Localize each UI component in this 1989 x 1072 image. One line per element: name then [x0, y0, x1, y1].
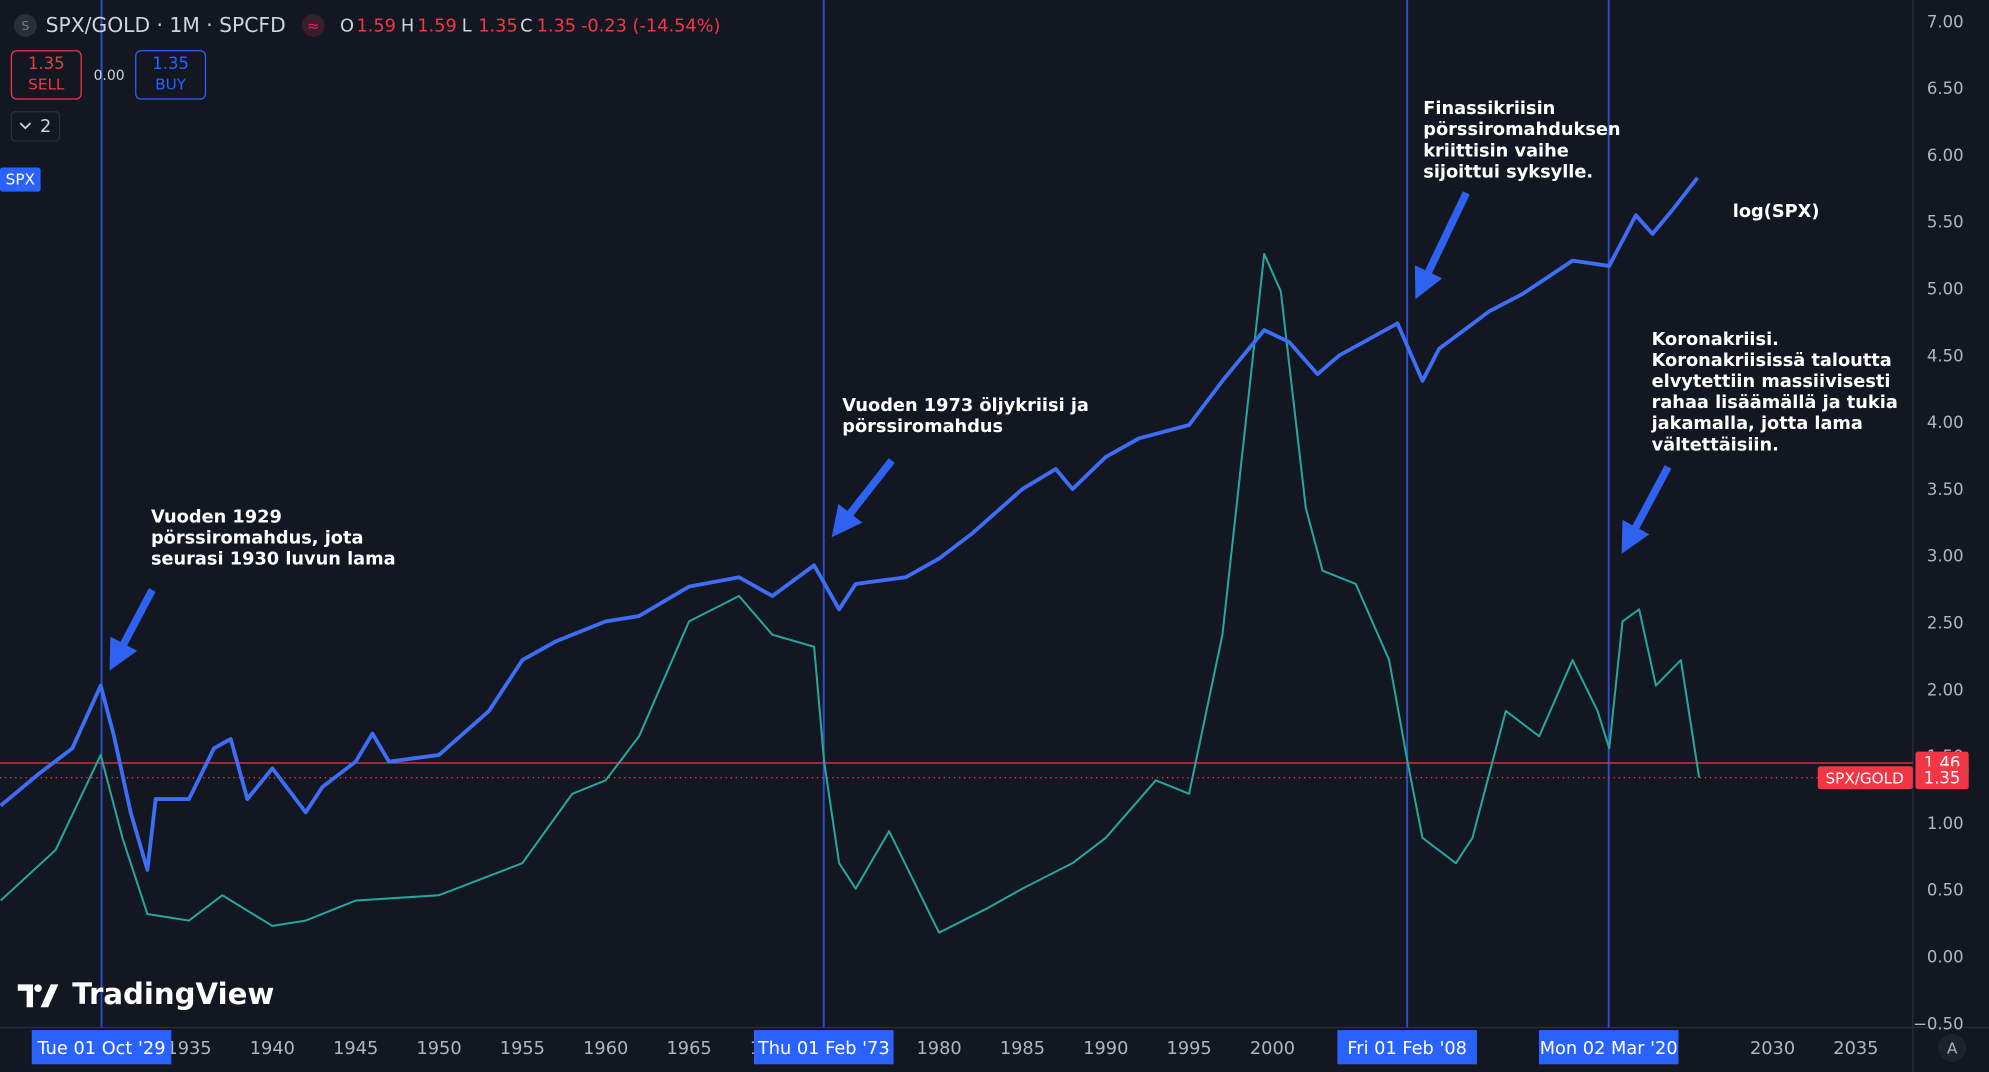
annotation-line: Vuoden 1973 öljykriisi ja: [842, 396, 1089, 416]
sell-label[interactable]: SELL: [28, 76, 65, 94]
last-price-label: 1.35: [1924, 768, 1961, 787]
ohlc-change: -0.23 (-14.54%): [581, 17, 721, 37]
annotation-line: Koronakriisi.: [1652, 330, 1779, 350]
logo-text: TradingView: [72, 977, 274, 1011]
buy-button[interactable]: [135, 50, 207, 100]
series-line: [0, 176, 1700, 872]
auto-scale-label[interactable]: A: [1947, 1040, 1958, 1058]
buy-price[interactable]: 1.35: [152, 54, 189, 73]
plot-area: [0, 0, 1913, 1028]
ohlc-value: 1.35: [478, 17, 518, 37]
y-tick-label: 0.50: [1927, 881, 1964, 900]
y-tick-label: 6.50: [1927, 79, 1964, 98]
chevron: [19, 122, 32, 130]
event-date-box: [31, 1030, 172, 1065]
ohlc-key: O: [340, 17, 354, 37]
ohlc-value: 1.59: [417, 17, 457, 37]
ohlc-value: 1.59: [356, 17, 396, 37]
spread: 0.00: [94, 68, 125, 84]
event-date-label: Fri 01 Feb '08: [1347, 1039, 1467, 1059]
x-tick-label: 1935: [166, 1039, 211, 1059]
annotation-line: vältettäisiin.: [1652, 435, 1779, 455]
arrow: [1414, 191, 1470, 300]
symbol-icon: [13, 14, 37, 37]
y-tick-label: 3.50: [1927, 480, 1964, 499]
arrow: [831, 458, 895, 538]
x-tick-label: 1990: [1083, 1039, 1128, 1059]
x-tick-label: 1960: [583, 1039, 628, 1059]
buy-label[interactable]: BUY: [155, 76, 187, 94]
y-tick-label: −0.50: [1913, 1014, 1964, 1033]
series-name-box: [1817, 766, 1913, 790]
spx-badge: [0, 167, 41, 192]
annotation-line: Koronakriisissä taloutta: [1652, 351, 1892, 371]
symbol-icon-glyph: S: [21, 18, 29, 33]
sell-button[interactable]: [10, 50, 82, 100]
y-tick-label: 4.50: [1927, 346, 1964, 365]
overlay: S SPX/GOLD · 1M · SPCFD ≈ 1.35 SELL 0.00…: [0, 12, 1969, 1065]
x-tick-label: 2035: [1833, 1039, 1878, 1059]
series-name-label: SPX/GOLD: [1826, 769, 1904, 787]
x-tick-label: 2030: [1750, 1039, 1795, 1059]
x-tick-label: 1985: [1000, 1039, 1045, 1059]
indicators-toggle[interactable]: [10, 111, 61, 142]
spx-badge-label: SPX: [6, 171, 35, 189]
annotation-line: pörssiromahdus: [842, 417, 1003, 437]
x-tick-label: 1955: [500, 1039, 545, 1059]
series-label: log(SPX): [1733, 202, 1820, 222]
sell-price[interactable]: 1.35: [28, 54, 65, 73]
x-tick-label: 1965: [666, 1039, 711, 1059]
annotation-line: seurasi 1930 luvun lama: [151, 550, 396, 570]
logo-mark: [17, 984, 59, 1008]
y-tick-label: 0.00: [1927, 948, 1964, 967]
y-tick-label: 2.50: [1927, 614, 1964, 633]
event-date-box: [1538, 1030, 1679, 1065]
y-tick-label: 1.00: [1927, 814, 1964, 833]
annotation-line: Finassikriisin: [1423, 99, 1555, 119]
y-tick-label: 6.00: [1927, 146, 1964, 165]
annotation-line: jakamalla, jotta lama: [1651, 414, 1863, 434]
y-tick-label: 3.00: [1927, 547, 1964, 566]
x-tick-label: 2000: [1250, 1039, 1295, 1059]
event-date-label: Thu 01 Feb '73: [757, 1039, 890, 1059]
y-tick-label: 7.00: [1927, 12, 1964, 31]
annotation-line: Vuoden 1929: [151, 508, 282, 528]
ohlc-key: C: [520, 17, 532, 37]
y-tick-label: 5.50: [1927, 213, 1964, 232]
indicator-count[interactable]: 2: [40, 117, 51, 137]
x-tick-label: 1940: [250, 1039, 295, 1059]
status-icon: [301, 14, 325, 37]
event-date-box: [1337, 1030, 1477, 1065]
ohlc-key: L: [462, 17, 472, 37]
last-price-box: [1915, 766, 1969, 790]
event-date-label: Tue 01 Oct '29: [37, 1039, 166, 1059]
annotation-line: kriittisin vaihe: [1423, 141, 1569, 161]
y-tick-label: 2.00: [1927, 680, 1964, 699]
annotation-line: elvytettiin massiivisesti: [1652, 372, 1891, 392]
annotation-line: rahaa lisäämällä ja tukia: [1652, 393, 1898, 413]
y-tick-label: 5.00: [1927, 280, 1964, 299]
symbol[interactable]: SPX/GOLD · 1M · SPCFD: [46, 13, 286, 37]
annotation-line: sijoittui syksylle.: [1423, 162, 1593, 182]
logo-dot: [34, 984, 42, 993]
event-date-label: Mon 02 Mar '20: [1540, 1039, 1678, 1059]
event-date-box: [753, 1030, 894, 1065]
x-tick-label: 1945: [333, 1039, 378, 1059]
ohlc-value: 1.35: [537, 17, 577, 37]
x-tick-label: 1995: [1167, 1039, 1212, 1059]
annotation-line: pörssiromahdus, jota: [151, 529, 364, 549]
y-tick-label: 4.00: [1927, 413, 1964, 432]
status-icon-glyph: ≈: [307, 17, 320, 35]
x-tick-label: 1950: [416, 1039, 461, 1059]
annotation-line: pörssiromahduksen: [1423, 120, 1620, 140]
series-line: [0, 252, 1701, 934]
arrow: [1621, 465, 1672, 554]
ohlc-key: H: [401, 17, 414, 37]
auto-scale-button[interactable]: [1938, 1033, 1967, 1062]
arrow: [109, 588, 156, 671]
x-tick-label: 1980: [917, 1039, 962, 1059]
